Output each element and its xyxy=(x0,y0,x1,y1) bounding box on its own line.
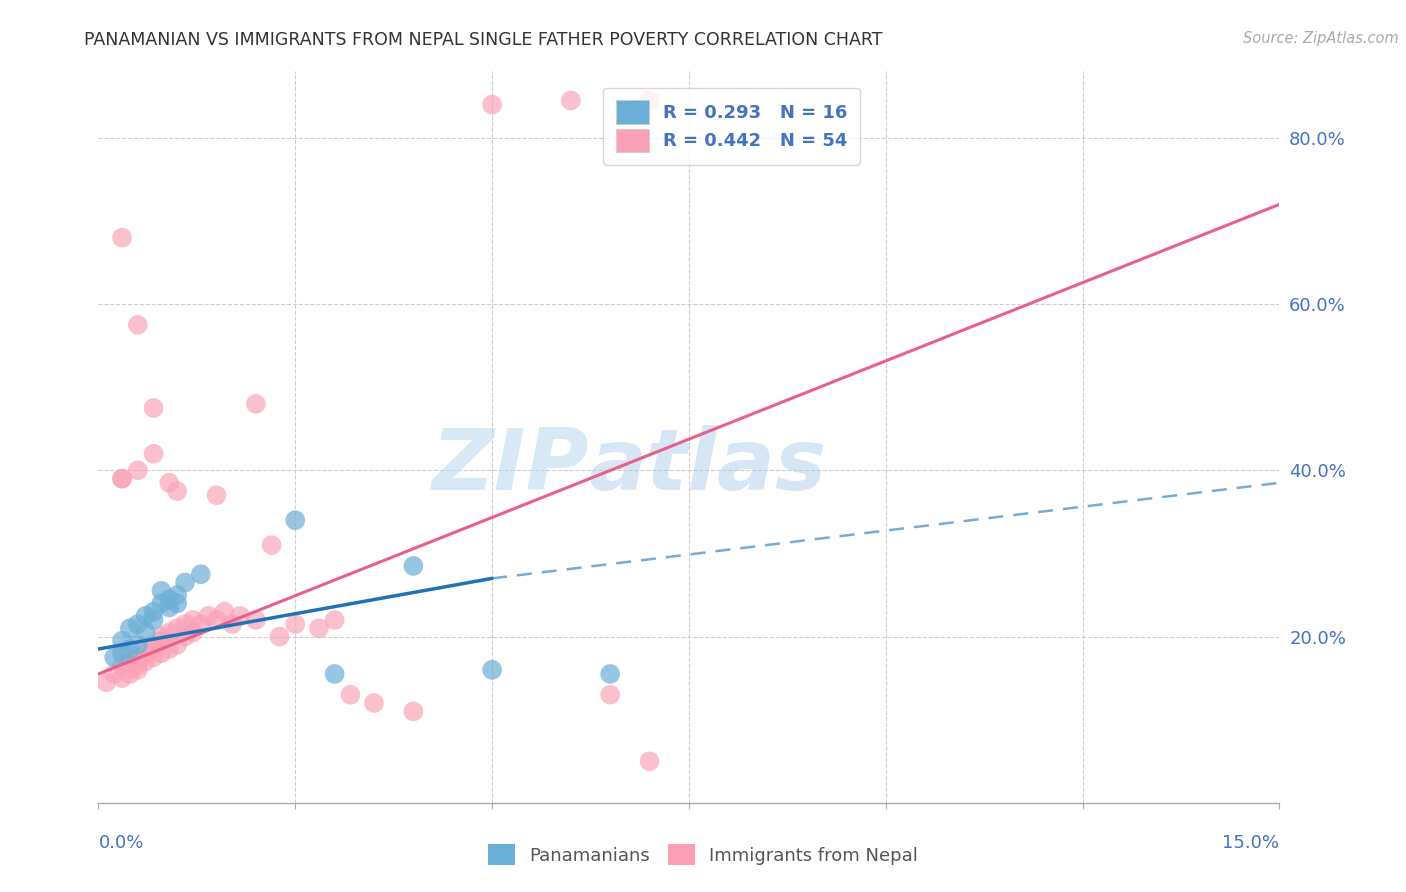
Point xyxy=(323,613,346,627)
Point xyxy=(142,605,165,619)
Text: Source: ZipAtlas.com: Source: ZipAtlas.com xyxy=(1243,31,1399,46)
Point xyxy=(142,638,165,652)
Point xyxy=(118,655,141,669)
Point xyxy=(103,650,125,665)
Point xyxy=(166,484,188,499)
Point xyxy=(157,642,180,657)
Point xyxy=(135,646,157,660)
Point xyxy=(339,688,361,702)
Point xyxy=(481,663,503,677)
Point xyxy=(181,613,204,627)
Point xyxy=(284,513,307,527)
Point xyxy=(599,667,621,681)
Point xyxy=(190,567,212,582)
Point xyxy=(150,596,173,610)
Point xyxy=(402,705,425,719)
Point xyxy=(150,633,173,648)
Point xyxy=(323,667,346,681)
Point xyxy=(205,613,228,627)
Point xyxy=(111,646,134,660)
Point xyxy=(150,630,173,644)
Point xyxy=(127,617,149,632)
Point xyxy=(245,613,267,627)
Point xyxy=(260,538,283,552)
Point xyxy=(111,472,134,486)
Point xyxy=(269,630,291,644)
Point xyxy=(118,667,141,681)
Point xyxy=(481,97,503,112)
Point xyxy=(96,675,118,690)
Point xyxy=(166,638,188,652)
Point xyxy=(118,642,141,657)
Point xyxy=(142,650,165,665)
Point xyxy=(142,401,165,415)
Point xyxy=(135,655,157,669)
Point xyxy=(174,575,197,590)
Point xyxy=(127,658,149,673)
Point xyxy=(638,94,661,108)
Point xyxy=(190,617,212,632)
Point xyxy=(103,667,125,681)
Point xyxy=(197,608,219,623)
Point xyxy=(205,488,228,502)
Point xyxy=(363,696,385,710)
Point xyxy=(118,621,141,635)
Point xyxy=(599,688,621,702)
Text: PANAMANIAN VS IMMIGRANTS FROM NEPAL SINGLE FATHER POVERTY CORRELATION CHART: PANAMANIAN VS IMMIGRANTS FROM NEPAL SING… xyxy=(84,31,883,49)
Text: ZIP: ZIP xyxy=(430,425,589,508)
Point xyxy=(560,94,582,108)
Point xyxy=(157,475,180,490)
Point xyxy=(142,642,165,657)
Point xyxy=(221,617,243,632)
Point xyxy=(111,633,134,648)
Point xyxy=(142,447,165,461)
Point xyxy=(157,600,180,615)
Point xyxy=(127,318,149,332)
Point xyxy=(150,646,173,660)
Point xyxy=(111,472,134,486)
Legend: R = 0.293   N = 16, R = 0.442   N = 54: R = 0.293 N = 16, R = 0.442 N = 54 xyxy=(603,87,860,165)
Point xyxy=(150,583,173,598)
Point xyxy=(111,671,134,685)
Legend: Panamanians, Immigrants from Nepal: Panamanians, Immigrants from Nepal xyxy=(478,835,928,874)
Text: 15.0%: 15.0% xyxy=(1222,834,1279,852)
Point xyxy=(229,608,252,623)
Point xyxy=(284,617,307,632)
Point xyxy=(174,617,197,632)
Point xyxy=(245,397,267,411)
Point xyxy=(157,625,180,640)
Point xyxy=(181,625,204,640)
Point xyxy=(166,621,188,635)
Text: atlas: atlas xyxy=(589,425,827,508)
Point xyxy=(157,592,180,607)
Text: 0.0%: 0.0% xyxy=(98,834,143,852)
Point xyxy=(127,463,149,477)
Point xyxy=(308,621,330,635)
Point xyxy=(127,663,149,677)
Point xyxy=(402,558,425,573)
Point xyxy=(135,608,157,623)
Point xyxy=(638,754,661,768)
Point xyxy=(135,625,157,640)
Point xyxy=(111,658,134,673)
Point xyxy=(142,613,165,627)
Point xyxy=(166,596,188,610)
Point xyxy=(111,230,134,244)
Point xyxy=(127,650,149,665)
Point xyxy=(214,605,236,619)
Point xyxy=(166,588,188,602)
Point xyxy=(127,638,149,652)
Point xyxy=(174,630,197,644)
